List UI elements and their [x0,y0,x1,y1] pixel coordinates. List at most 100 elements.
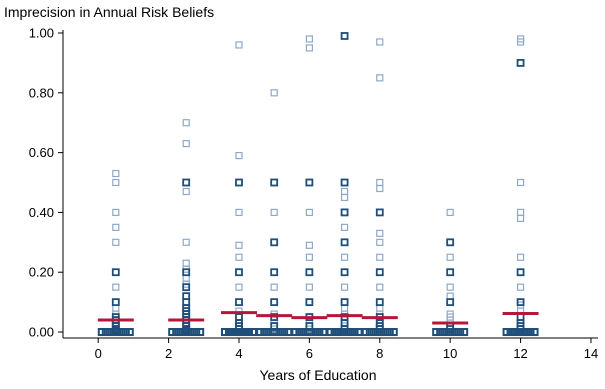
data-point [516,208,525,217]
y-tick-label: 0.20 [29,265,54,280]
data-point [182,187,190,196]
data-point [516,59,525,67]
data-point [248,328,257,337]
data-point [235,41,243,49]
x-tick-label: 8 [376,346,383,361]
data-point [376,74,384,82]
data-point [235,178,243,187]
x-tick-label: 0 [95,346,102,361]
data-point [354,328,363,337]
data-point [319,328,328,337]
data-point [270,328,279,336]
data-point [270,238,279,247]
data-point [182,140,190,148]
data-point [125,328,134,337]
data-point [235,151,243,160]
data-point [375,268,384,277]
data-point [182,328,191,336]
x-tick-label: 14 [584,346,598,361]
data-point [182,119,190,127]
data-point [305,298,314,307]
data-point [305,44,313,52]
data-point [340,328,349,336]
data-point [516,268,525,277]
data-point [516,178,525,187]
data-point [112,238,120,246]
data-point [516,58,525,67]
data-point [516,38,525,46]
data-point [182,238,190,246]
data-point [112,283,120,291]
data-point [305,253,313,261]
data-point [235,298,243,307]
y-tick-label: 0.40 [29,205,54,220]
data-point [305,208,313,217]
data-point [446,268,455,277]
data-point [375,328,384,336]
data-point [111,298,120,307]
data-point [196,328,205,337]
y-tick-label: 0.00 [29,325,54,340]
data-point [375,208,384,217]
data-point [516,283,525,291]
data-point [340,223,349,231]
data-point [446,328,455,336]
data-point [284,328,293,337]
data-point [340,268,349,277]
data-point [516,328,525,336]
data-point [270,283,278,291]
data-point [516,298,525,307]
y-tick-label: 0.60 [29,145,54,160]
data-point [182,178,191,187]
y-tick-label: 1.00 [29,25,54,40]
data-point [305,328,314,336]
data-point [305,283,313,291]
x-tick-label: 6 [306,346,313,361]
data-point [340,187,349,196]
data-point [446,238,455,247]
data-point [389,328,398,337]
data-point [340,193,349,202]
data-point [112,223,120,231]
data-point [305,35,313,43]
data-point [446,253,454,261]
data-point [376,178,384,187]
y-tick-label: 0.80 [29,85,54,100]
x-tick-label: 2 [165,346,172,361]
plot-points [97,32,539,337]
data-point [460,328,469,337]
data-point [530,328,539,337]
y-axis-title: Imprecision in Annual Risk Beliefs [4,4,214,20]
data-point [516,214,525,222]
data-point [111,268,120,277]
data-point [446,298,455,307]
data-point [182,283,191,292]
data-point [112,208,120,217]
data-point [376,253,384,261]
data-point [375,298,384,307]
data-point [235,253,243,261]
data-point [376,238,384,246]
data-point [270,89,278,97]
data-point [235,208,243,217]
data-point [446,208,454,217]
data-point [305,268,314,277]
x-axis-title: Years of Education [259,367,376,383]
data-point [340,238,349,247]
axes: 0.00 0.20 0.40 0.60 0.80 1.00 0 2 4 6 8 10 12 14 [29,25,599,361]
data-point [340,208,349,217]
data-point [305,241,313,249]
data-point [270,268,279,277]
data-point [376,184,384,193]
data-point [112,178,120,187]
mean-markers [97,311,539,325]
data-point [340,32,349,40]
data-point [376,283,384,291]
x-tick-label: 10 [443,346,457,361]
data-point [235,328,243,336]
data-point [182,259,190,267]
data-point [516,253,525,261]
data-point [305,178,314,187]
data-point [340,283,349,291]
